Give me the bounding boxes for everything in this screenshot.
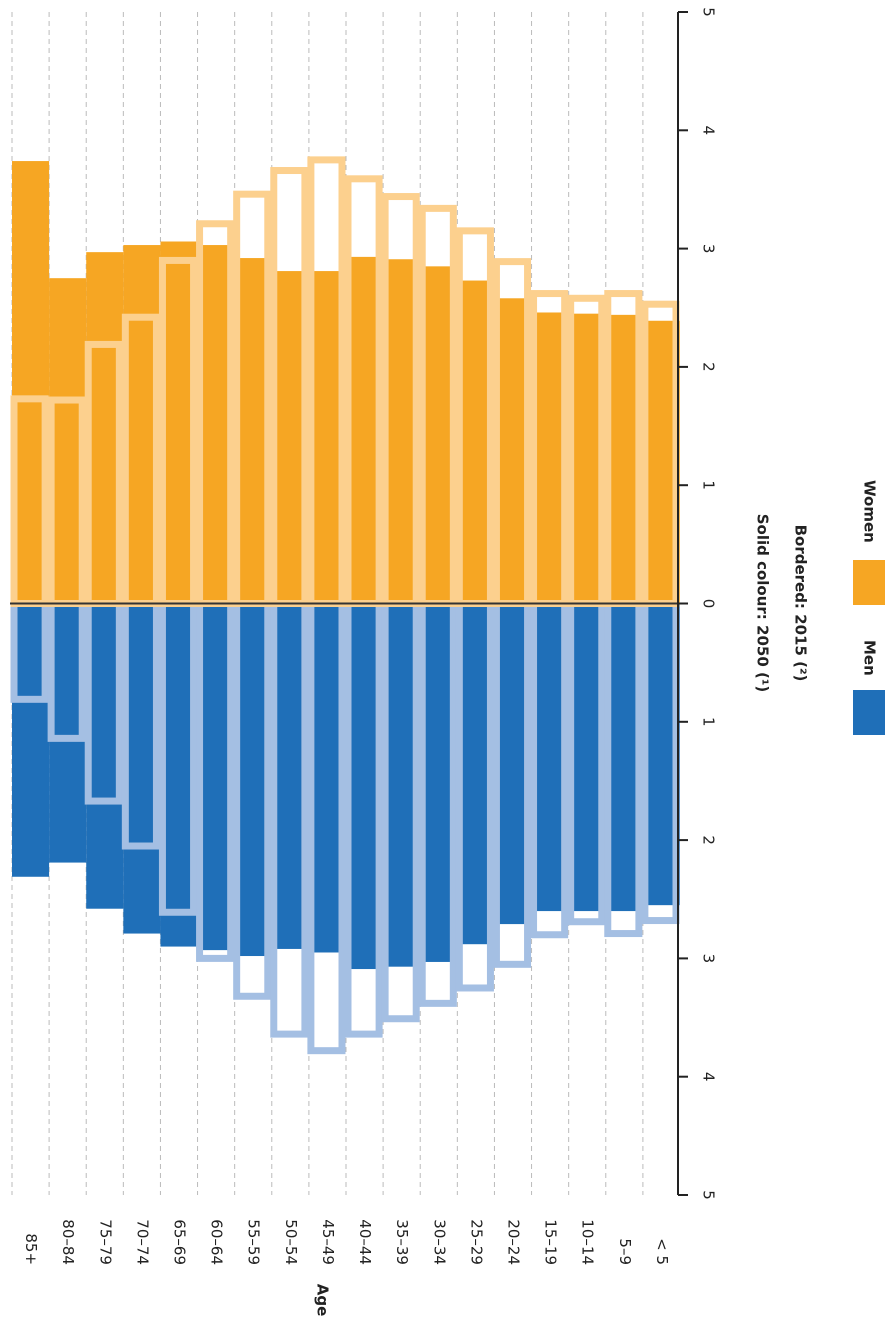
bordered-legend-note: Bordered: 2015 (²) [792,525,810,682]
x-tick-label: 70–74 [133,1219,151,1265]
x-tick-label: 75–79 [96,1219,114,1265]
x-tick-label: 50–54 [282,1219,300,1265]
y-tick-label: 4 [700,126,718,136]
y-tick-label: 5 [700,1190,718,1200]
x-tick-label: 25–29 [467,1219,485,1265]
y-tick-label: 4 [700,1072,718,1082]
y-tick-label: 3 [700,954,718,964]
x-axis-label: Age [314,1284,332,1317]
x-tick-label: 10–14 [579,1219,597,1265]
y-tick-label: 2 [700,835,718,845]
x-tick-label: 15–19 [542,1219,560,1265]
x-tick-label: 5–9 [616,1238,634,1265]
legend-label: Women [861,480,879,543]
x-tick-label: 55–59 [245,1219,263,1265]
y-tick-label: 5 [700,7,718,17]
x-tick-label: 40–44 [356,1219,374,1265]
legend-swatch [853,690,885,735]
legend-label: Men [861,640,879,676]
x-tick-label: 45–49 [319,1219,337,1265]
x-tick-label: 60–64 [208,1219,226,1265]
y-tick-label: 1 [700,717,718,727]
y-tick-label: 2 [700,362,718,372]
solid-legend-note: Solid colour: 2050 (¹) [754,514,772,693]
y-tick-label: 3 [700,244,718,254]
y-tick-label: 0 [700,599,718,609]
x-tick-label: < 5 [653,1238,671,1265]
x-tick-label: 35–39 [393,1219,411,1265]
legend-swatch [853,560,885,605]
x-tick-label: 65–69 [171,1219,189,1265]
y-tick-label: 1 [700,480,718,490]
x-tick-label: 20–24 [505,1219,523,1265]
x-tick-label: 85+ [22,1233,40,1265]
x-tick-label: 80–84 [59,1219,77,1265]
x-tick-label: 30–34 [430,1219,448,1265]
